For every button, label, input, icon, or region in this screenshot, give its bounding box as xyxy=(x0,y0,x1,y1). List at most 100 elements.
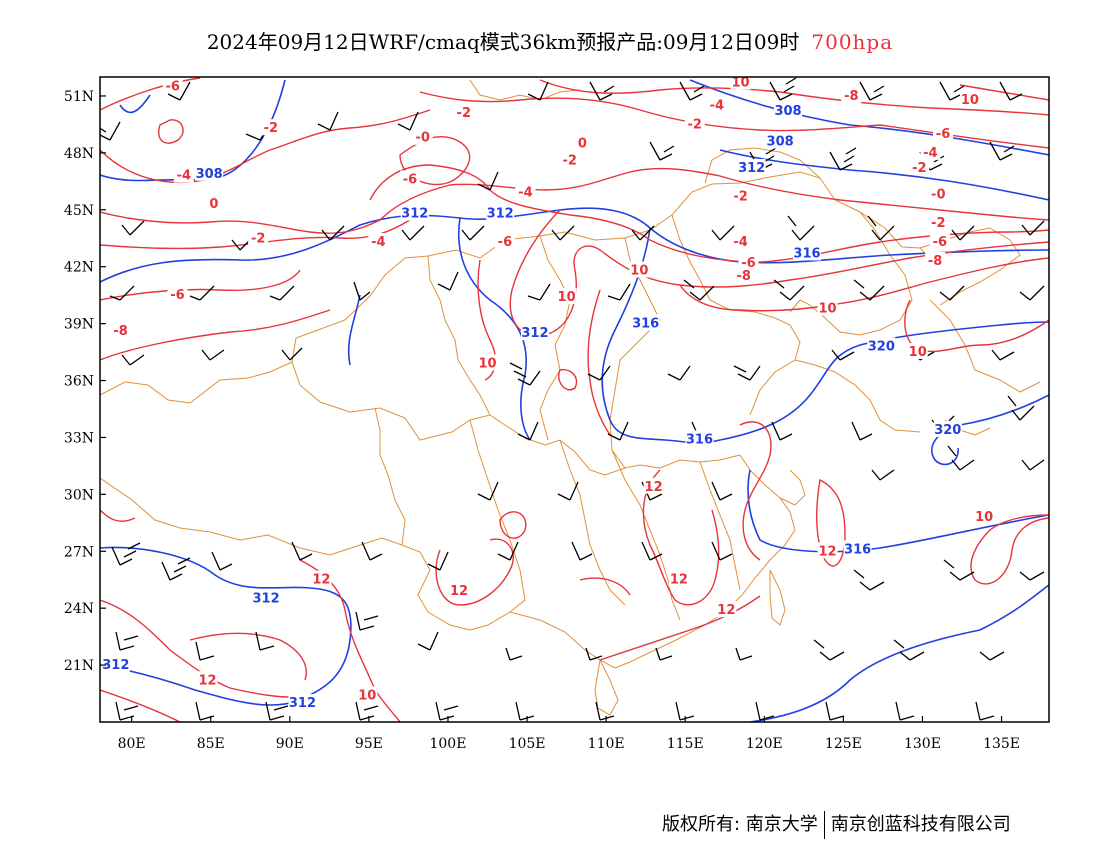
lat-tick-label: 24N xyxy=(64,601,94,617)
height-label-bg xyxy=(520,324,549,341)
height-label: 308 xyxy=(767,135,794,150)
temperature-label: 10 xyxy=(358,688,376,703)
temperature-label-bg xyxy=(477,354,498,371)
temperature-label-bg xyxy=(449,582,470,599)
lat-tick-label: 33N xyxy=(64,430,94,446)
temperature-label: 0 xyxy=(578,136,587,151)
temperature-label-bg xyxy=(643,477,664,494)
temperature-label-bg xyxy=(733,267,754,284)
temperature-label-bg xyxy=(559,151,580,168)
temperature-label: 10 xyxy=(732,76,750,91)
temperature-label: -8 xyxy=(113,324,127,339)
temperature-label-bg xyxy=(207,195,220,212)
temperature-label-bg xyxy=(933,124,954,141)
temperature-label: -2 xyxy=(733,190,747,205)
temperature-label-bg xyxy=(817,299,838,316)
height-label-bg xyxy=(685,430,714,447)
temperature-label: -2 xyxy=(251,231,265,246)
temperature-label-bg xyxy=(925,252,946,269)
lon-tick-label: 110E xyxy=(588,736,625,752)
temperature-label-bg xyxy=(629,261,650,278)
height-label: 308 xyxy=(774,104,801,119)
lat-tick-label: 30N xyxy=(64,487,94,503)
wind-barbs xyxy=(100,77,1045,721)
lat-tick-label: 27N xyxy=(64,544,94,560)
height-label: 316 xyxy=(686,432,713,447)
temperature-label: 10 xyxy=(961,93,979,108)
temperature-label: -6 xyxy=(741,256,755,271)
lon-tick-label: 135E xyxy=(983,736,1020,752)
temperature-label: 10 xyxy=(819,301,837,316)
lat-tick-label: 39N xyxy=(64,317,94,333)
temperature-label-bg xyxy=(167,286,188,303)
temperature-label-bg xyxy=(260,119,281,136)
temperature-label: -8 xyxy=(928,254,942,269)
longitude-axis: 80E 85E 90E 95E 100E 105E 110E 115E 120E 125E 130E… xyxy=(118,716,1020,752)
temperature-label-bg xyxy=(928,185,949,202)
temperature-label: 12 xyxy=(450,584,468,599)
height-label: 316 xyxy=(793,246,820,261)
temperature-label-bg xyxy=(556,288,577,305)
latitude-axis: 51N 48N 45N 42N 39N 36N 33N 30N 27N 24N 21N xyxy=(64,89,106,674)
temperature-label: -4 xyxy=(177,169,191,184)
temperature-label: -2 xyxy=(457,106,471,121)
title-level: 700hpa xyxy=(811,30,894,54)
footer-credit: 版权所有: 南京大学 南京创蓝科技有限公司 xyxy=(662,810,1011,839)
lon-tick-label: 115E xyxy=(667,736,704,752)
temperature-label-bg xyxy=(738,253,759,270)
temperature-label: -6 xyxy=(166,79,180,94)
height-label-bg xyxy=(774,102,803,119)
temperature-label: -6 xyxy=(170,288,184,303)
temperature-label: -4 xyxy=(923,146,937,161)
temperature-label-bg xyxy=(668,570,689,587)
height-label: 316 xyxy=(632,317,659,332)
temperature-label-bg xyxy=(706,96,727,113)
temperature-label-bg xyxy=(357,686,378,703)
temperature-label: -4 xyxy=(371,235,385,250)
height-label: 312 xyxy=(401,207,428,222)
height-label: 308 xyxy=(196,167,223,182)
lat-tick-label: 42N xyxy=(64,260,94,276)
temperature-label: -0 xyxy=(931,188,945,203)
temperature-label-bg xyxy=(841,86,862,103)
temperature-label: -4 xyxy=(733,235,747,250)
temperature-label-bg xyxy=(684,115,705,132)
height-label-bg xyxy=(843,540,872,557)
lat-tick-label: 21N xyxy=(64,658,94,674)
temperature-label-bg xyxy=(730,187,751,204)
temperature-label-bg xyxy=(368,233,389,250)
temperature-label-bg xyxy=(311,570,332,587)
height-label: 312 xyxy=(487,207,514,222)
temperature-label-bg xyxy=(110,322,131,339)
temperature-label: 10 xyxy=(909,345,927,360)
temperature-label-bg xyxy=(730,233,751,250)
temperature-label: 0 xyxy=(209,197,218,212)
temperature-label: 12 xyxy=(645,480,663,495)
height-label-bg xyxy=(867,337,896,354)
height-label-bg xyxy=(793,244,822,261)
height-contours xyxy=(100,79,1049,722)
temperature-label: -6 xyxy=(403,172,417,187)
height-label: 312 xyxy=(289,696,316,711)
temperature-label-bg xyxy=(817,542,838,559)
temperature-label-bg xyxy=(515,183,536,200)
lon-tick-label: 90E xyxy=(276,736,304,752)
lon-tick-label: 125E xyxy=(825,736,862,752)
height-label-bg xyxy=(766,132,795,149)
temperature-label: 10 xyxy=(478,356,496,371)
height-label: 312 xyxy=(253,592,280,607)
height-label-bg xyxy=(400,204,429,221)
lat-tick-label: 45N xyxy=(64,203,94,219)
temperature-label-bg xyxy=(400,170,421,187)
temperature-label: -6 xyxy=(933,235,947,250)
lon-tick-label: 100E xyxy=(429,736,466,752)
temperature-label-bg xyxy=(928,214,949,231)
temperature-label-bg xyxy=(929,233,950,250)
temperature-label: 12 xyxy=(199,673,217,688)
height-label: 316 xyxy=(844,542,871,557)
temperature-label-bg xyxy=(162,77,183,94)
temperature-label-bg xyxy=(907,343,928,360)
temperature-label: -4 xyxy=(518,186,532,201)
temperature-label-bg xyxy=(453,104,474,121)
